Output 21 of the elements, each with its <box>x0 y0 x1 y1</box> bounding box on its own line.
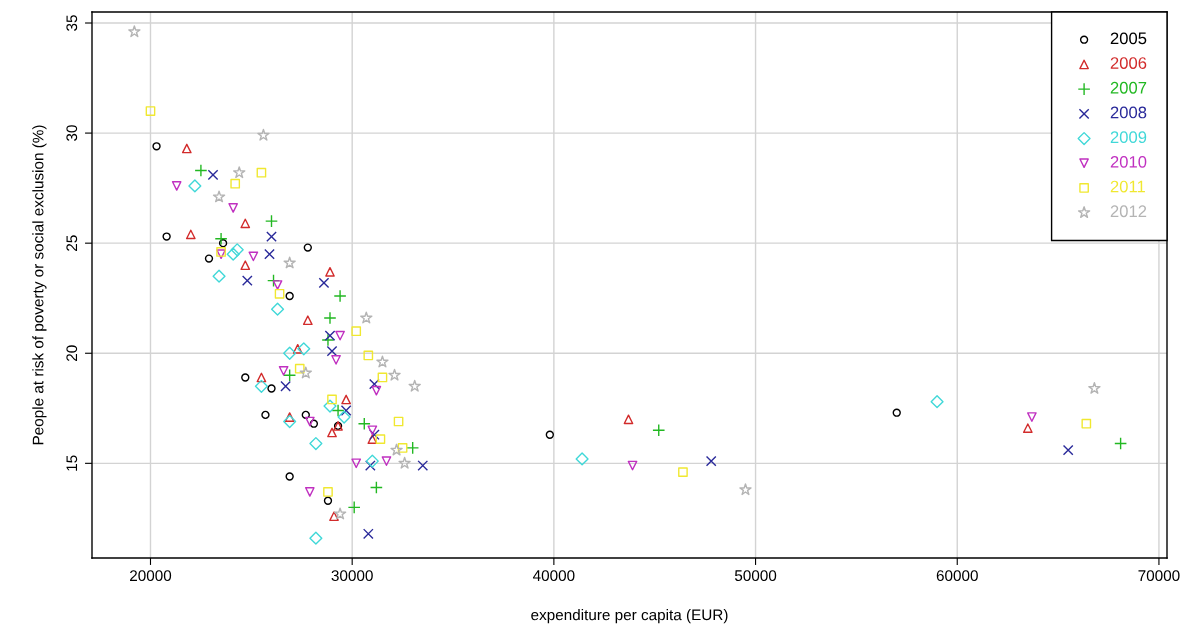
y-tick-label: 20 <box>66 345 78 361</box>
legend-label: 2005 <box>1110 32 1147 45</box>
x-tick-label: 30000 <box>331 570 373 582</box>
y-tick-label: 30 <box>66 125 78 141</box>
x-tick-label: 60000 <box>936 570 978 582</box>
legend-label: 2006 <box>1110 57 1147 69</box>
y-tick-label: 35 <box>66 15 78 31</box>
y-axis-title: People at risk of poverty or social exclusion (%) <box>32 125 47 445</box>
x-tick-label: 20000 <box>130 570 172 582</box>
x-tick-label: 40000 <box>532 570 575 582</box>
legend-label: 2010 <box>1110 155 1147 168</box>
y-tick-label: 25 <box>66 235 78 251</box>
legend-label: 2008 <box>1110 106 1147 119</box>
legend-label: 2011 <box>1110 180 1145 193</box>
x-tick-label: 50000 <box>734 570 777 582</box>
legend-label: 2012 <box>1110 205 1147 218</box>
legend-label: 2009 <box>1110 131 1147 144</box>
legend-label: 2007 <box>1110 81 1147 94</box>
x-axis-title: expenditure per capita (EUR) <box>531 609 728 624</box>
x-tick-label: 70000 <box>1138 570 1180 582</box>
y-tick-label: 15 <box>66 455 78 471</box>
